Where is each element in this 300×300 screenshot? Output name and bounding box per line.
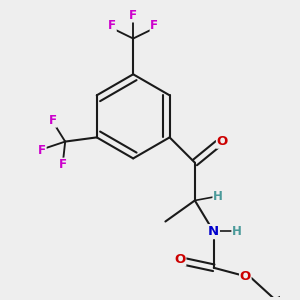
Text: N: N: [208, 225, 219, 238]
Text: F: F: [38, 143, 46, 157]
Text: H: H: [213, 190, 223, 203]
Text: O: O: [175, 253, 186, 266]
Text: F: F: [108, 20, 116, 32]
Text: O: O: [217, 135, 228, 148]
Text: O: O: [240, 270, 251, 283]
Text: F: F: [59, 158, 67, 171]
Text: F: F: [49, 114, 57, 127]
Text: F: F: [150, 20, 158, 32]
Text: F: F: [129, 9, 137, 22]
Text: H: H: [232, 225, 242, 238]
